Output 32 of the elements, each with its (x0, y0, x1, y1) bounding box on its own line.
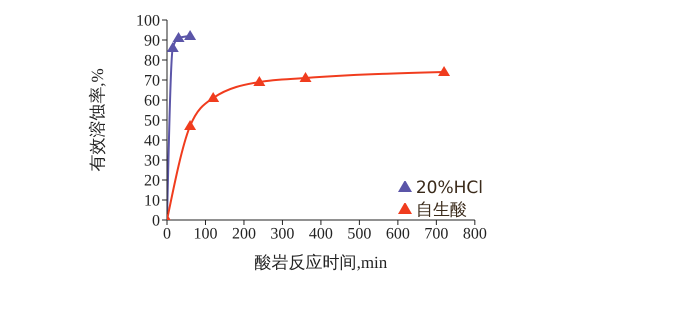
point (438, 66, 450, 76)
point (172, 32, 185, 42)
x-tick-label: 700 (424, 225, 448, 242)
point (167, 42, 179, 52)
point (253, 76, 266, 86)
y-tick-label: 40 (144, 132, 160, 150)
y-tick-label: 30 (144, 152, 160, 170)
y-tick-label: 100 (136, 12, 160, 30)
x-tick-label: 500 (347, 225, 372, 242)
x-tick-label: 600 (386, 225, 410, 242)
y-axis-title: 有效溶蚀率,% (88, 68, 108, 172)
point (184, 120, 196, 130)
x-tick-label: 800 (462, 225, 487, 242)
y-tick-label: 90 (144, 32, 160, 50)
y-tick-label: 50 (144, 112, 160, 130)
y-tick-label: 80 (144, 52, 160, 70)
legend-label: 20%HCl (416, 178, 483, 198)
point (207, 92, 220, 102)
y-tick-label: 70 (144, 72, 160, 90)
x-tick-label: 300 (270, 225, 294, 242)
x-tick-label: 100 (193, 225, 218, 242)
x-tick-label: 200 (232, 225, 256, 242)
y-tick-label: 60 (144, 92, 160, 110)
point (184, 30, 196, 40)
legend-label: 自生酸 (416, 200, 467, 220)
x-tick-label: 400 (308, 225, 333, 242)
y-tick-label: 10 (144, 192, 160, 210)
point (300, 72, 312, 82)
y-tick-label: 20 (144, 172, 160, 190)
x-axis-title: 酸岩反应时间,min (254, 253, 388, 272)
x-tick-label: 0 (163, 225, 171, 242)
y-tick-label: 0 (152, 212, 160, 230)
